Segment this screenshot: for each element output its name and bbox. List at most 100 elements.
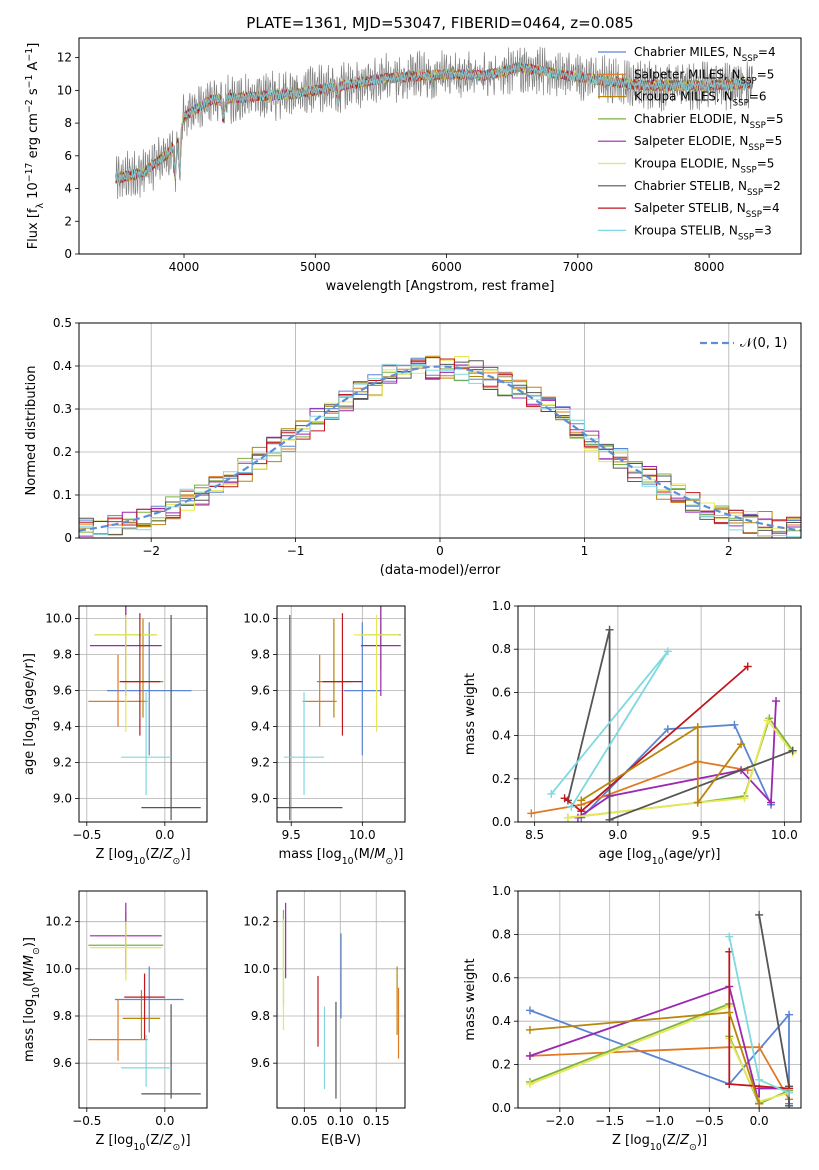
y-tick-label: 0.0	[492, 815, 511, 829]
plot-area-spectrum	[115, 46, 753, 200]
y-tick-label: 6	[64, 149, 72, 163]
x-tick-label: −0.5	[72, 1114, 101, 1128]
legend-label: Kroupa ELODIE, NSSP=5	[634, 157, 774, 176]
y-axis-label: mass [log10(M/M⊙)]	[22, 937, 42, 1062]
y-tick-label: 0.8	[492, 927, 511, 941]
x-tick-label: 1	[581, 544, 589, 558]
plot-area-mass_vs_ebv	[282, 902, 400, 1099]
x-tick-label: 10.0	[771, 828, 798, 842]
x-axis-label: Z [log10(Z/Z⊙)]	[612, 1133, 707, 1153]
weight-line	[580, 725, 742, 806]
x-tick-label: 0.10	[327, 1114, 354, 1128]
spectrum-data-line	[115, 46, 753, 200]
y-tick-label: 9.6	[53, 1056, 72, 1070]
legend-label: Kroupa STELIB, NSSP=3	[634, 223, 772, 242]
x-axis-label: Z [log10(Z/Z⊙)]	[95, 847, 190, 867]
y-tick-label: 9.8	[251, 1009, 270, 1023]
y-tick-label: 0.6	[492, 971, 511, 985]
x-axis-label: (data-model)/error	[380, 563, 501, 578]
y-tick-label: 2	[64, 214, 72, 228]
y-tick-label: 0.1	[53, 488, 72, 502]
y-tick-label: 10.2	[45, 915, 72, 929]
legend-label: Chabrier MILES, NSSP=4	[634, 45, 776, 64]
spectrum-model-line	[115, 62, 753, 184]
y-tick-label: 12	[57, 51, 72, 65]
axes-frame	[517, 605, 802, 823]
x-tick-label: −0.5	[695, 1114, 724, 1128]
legend-label: Kroupa MILES, NSSP=6	[634, 90, 767, 109]
x-tick-label: 0.0	[155, 828, 174, 842]
x-tick-label: −1.5	[595, 1114, 624, 1128]
y-tick-label: 9.4	[53, 720, 72, 734]
x-tick-label: 10.0	[349, 828, 376, 842]
x-tick-label: −1	[287, 544, 305, 558]
y-tick-label: 9.0	[251, 792, 270, 806]
x-tick-label: 6000	[431, 260, 462, 274]
weight-line	[567, 718, 794, 819]
legend-label: Salpeter ELODIE, NSSP=5	[634, 134, 782, 153]
y-tick-label: 9.2	[251, 756, 270, 770]
x-axis-label: E(B-V)	[321, 1133, 361, 1148]
x-tick-label: 0.15	[363, 1114, 390, 1128]
y-axis-label: Normed distribution	[24, 366, 39, 496]
y-tick-label: 4	[64, 182, 72, 196]
y-tick-label: 9.8	[53, 1009, 72, 1023]
weight-line	[577, 700, 777, 819]
y-tick-label: 1.0	[492, 599, 511, 613]
figure-title: PLATE=1361, MJD=53047, FIBERID=0464, z=0…	[246, 14, 633, 32]
x-axis-label: Z [log10(Z/Z⊙)]	[95, 1133, 190, 1153]
weight-line	[529, 1011, 760, 1104]
x-tick-label: 0	[436, 544, 444, 558]
y-tick-label: 10.0	[243, 612, 270, 626]
y-axis-label: mass weight	[463, 673, 478, 755]
weight-line	[567, 629, 794, 822]
x-tick-label: 8000	[694, 260, 725, 274]
x-tick-label: 9.0	[608, 828, 627, 842]
y-tick-label: 10.0	[45, 612, 72, 626]
x-tick-label: 9.5	[282, 828, 301, 842]
y-tick-label: 0.2	[53, 445, 72, 459]
axes-age_vs_Z: −0.5 0.0 9.0 9.2 9.4 9.6 9.8 10.0 Z [log10(Z/Z⊙)…	[22, 605, 208, 867]
legend-label: Salpeter MILES, NSSP=5	[634, 67, 774, 86]
y-tick-label: 0.4	[492, 729, 511, 743]
axes-residuals: −2 −1 0 1 2 0 0.1 0.2 0.3 0.4 0.5 (data-model)/erro…	[24, 316, 802, 578]
x-tick-label: 0.05	[291, 1114, 318, 1128]
y-tick-label: 10.2	[243, 915, 270, 929]
axes-frame	[276, 605, 406, 823]
weight-line	[758, 914, 790, 1106]
weight-line	[564, 665, 749, 813]
axes-age_vs_mass: 9.5 10.0 9.0 9.2 9.4 9.6 9.8 10.0 mass [log10(M/…	[243, 605, 406, 867]
y-axis-label: Flux [fλ 10−17 erg cm−2 s−1 A−1]	[24, 43, 46, 250]
plot-area-weight_vs_Z	[525, 910, 794, 1108]
x-axis-label: age [log10(age/yr)]	[599, 847, 721, 867]
x-tick-label: 8.5	[525, 828, 544, 842]
plot-area-weight_vs_age	[527, 625, 797, 822]
y-tick-label: 10.0	[45, 962, 72, 976]
y-tick-label: 9.6	[53, 684, 72, 698]
y-tick-label: 0.6	[492, 685, 511, 699]
weight-line	[531, 760, 748, 815]
axes-weight_vs_age: 8.5 9.0 9.5 10.0 0.0 0.2 0.4 0.6 0.8 1.0 age [log1…	[463, 599, 802, 867]
plot-area-residuals	[79, 355, 801, 538]
y-tick-label: 9.2	[53, 756, 72, 770]
y-tick-label: 9.4	[251, 720, 270, 734]
y-tick-label: 0	[64, 531, 72, 545]
legend-label: Salpeter STELIB, NSSP=4	[634, 201, 780, 220]
axes-frame	[78, 890, 208, 1109]
axes-frame	[78, 605, 208, 823]
x-axis-label: wavelength [Angstrom, rest frame]	[326, 279, 555, 294]
x-tick-label: −0.5	[72, 828, 101, 842]
y-tick-label: 0	[64, 247, 72, 261]
y-tick-label: 9.0	[53, 792, 72, 806]
x-tick-label: 0.0	[750, 1114, 769, 1128]
axes-mass_vs_ebv: 0.05 0.10 0.15 9.6 9.8 10.0 10.2 E(B-V)	[243, 890, 406, 1148]
x-tick-label: 7000	[563, 260, 594, 274]
x-tick-label: −1.0	[645, 1114, 674, 1128]
normal-reference-curve	[79, 365, 801, 532]
histogram-step	[79, 358, 801, 528]
y-tick-label: 0.2	[492, 1058, 511, 1072]
y-axis-label: age [log10(age/yr)]	[22, 653, 42, 775]
y-tick-label: 9.8	[53, 648, 72, 662]
legend-label: Chabrier ELODIE, NSSP=5	[634, 112, 783, 131]
